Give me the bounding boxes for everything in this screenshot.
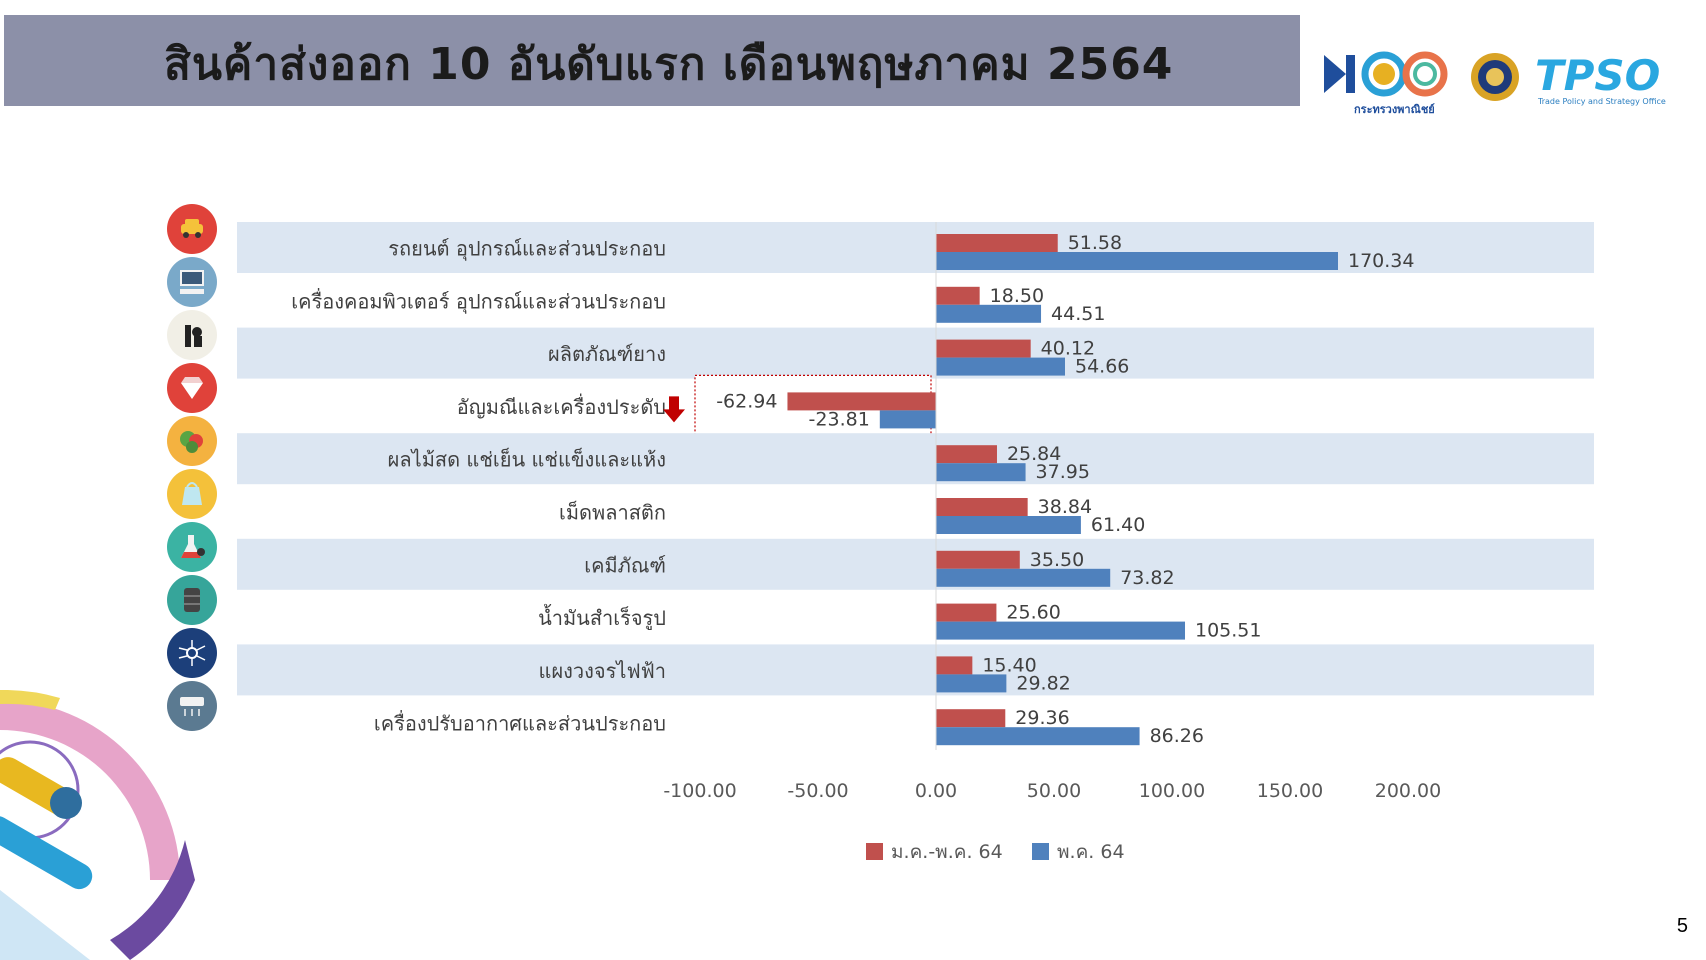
category-label: รถยนต์ อุปกรณ์และส่วนประกอบ [388, 237, 666, 262]
tpso-logo-text: TPSO [1535, 51, 1660, 100]
bar [787, 392, 936, 411]
row-band [237, 222, 1594, 273]
tpso-tagline: Trade Policy and Strategy Office [1537, 97, 1666, 106]
data-label: 29.82 [1016, 672, 1070, 694]
data-label: 29.36 [1015, 707, 1069, 729]
legend-label: ม.ค.-พ.ค. 64 [891, 841, 1003, 863]
down-arrow-icon [663, 396, 685, 423]
logo-area: กระทรวงพาณิชย์ TPSO Trade Policy and Str… [1324, 51, 1666, 116]
bar [936, 550, 1020, 569]
data-label: 170.34 [1348, 250, 1414, 272]
vegetable-icon [167, 416, 217, 466]
data-label: 35.50 [1030, 549, 1084, 571]
bar [936, 463, 1026, 482]
category-label: อัญมณีและเครื่องประดับ [457, 393, 666, 419]
computer-icon [167, 257, 217, 307]
page-title: สินค้าส่งออก 10 อันดับแรก เดือนพฤษภาคม 2… [164, 39, 1174, 90]
row-band [237, 433, 1594, 485]
category-label: แผงวงจรไฟฟ้า [539, 659, 666, 683]
bar [936, 445, 997, 464]
data-label: 44.51 [1051, 303, 1105, 325]
data-label: 86.26 [1150, 725, 1204, 747]
bar [936, 234, 1058, 252]
moc-logo-text: กระทรวงพาณิชย์ [1354, 103, 1435, 116]
plastic-bag-icon [167, 469, 217, 519]
bar [936, 252, 1339, 270]
bar [936, 727, 1140, 746]
bar [936, 709, 1006, 728]
data-label: 40.12 [1041, 338, 1095, 360]
oil-barrel-icon [167, 575, 217, 625]
data-label: 38.84 [1038, 496, 1092, 518]
row-band [237, 327, 1594, 379]
moc-100-logo: กระทรวงพาณิชย์ [1324, 51, 1448, 116]
data-label: -62.94 [716, 390, 777, 412]
rubber-product-icon [167, 310, 217, 360]
circuit-icon [167, 628, 217, 678]
data-label: 18.50 [990, 285, 1044, 307]
air-conditioner-icon [167, 681, 217, 731]
chemical-flask-icon [167, 522, 217, 572]
category-label: ผลไม้สด แช่เย็น แช่แข็งและแห้ง [388, 447, 666, 472]
legend-label: พ.ค. 64 [1057, 841, 1125, 863]
data-label: 73.82 [1120, 567, 1174, 589]
category-label: เม็ดพลาสติก [559, 500, 666, 525]
x-tick-label: 0.00 [915, 780, 957, 802]
category-label: น้ำมันสำเร็จรูป [538, 604, 666, 631]
bar [936, 339, 1031, 358]
bar [936, 674, 1007, 693]
bar [936, 621, 1186, 640]
data-label: 25.84 [1007, 443, 1061, 465]
page-number: 5 [1676, 915, 1688, 937]
bar [936, 304, 1042, 323]
data-label: -23.81 [809, 408, 870, 430]
x-tick-label: 150.00 [1257, 780, 1323, 802]
bar [936, 286, 980, 305]
x-tick-label: 100.00 [1139, 780, 1205, 802]
tpso-logo: TPSO Trade Policy and Strategy Office [1535, 51, 1666, 106]
category-label: เครื่องคอมพิวเตอร์ อุปกรณ์และส่วนประกอบ [291, 287, 666, 314]
legend-swatch [866, 843, 883, 860]
title-bar: สินค้าส่งออก 10 อันดับแรก เดือนพฤษภาคม 2… [4, 15, 1300, 106]
data-label: 37.95 [1036, 461, 1090, 483]
category-label: เคมีภัณฑ์ [584, 553, 666, 577]
bar [936, 357, 1065, 376]
x-tick-label: 200.00 [1375, 780, 1441, 802]
data-label: 105.51 [1195, 620, 1261, 642]
data-label: 15.40 [982, 654, 1036, 676]
category-label: เครื่องปรับอากาศและส่วนประกอบ [374, 710, 666, 736]
data-label: 54.66 [1075, 356, 1129, 378]
bar [936, 516, 1081, 534]
bar [936, 498, 1028, 516]
x-tick-label: -50.00 [787, 780, 848, 802]
gem-icon [167, 363, 217, 413]
category-label: ผลิตภัณฑ์ยาง [548, 342, 666, 366]
car-icon [167, 204, 217, 254]
bar [936, 568, 1111, 587]
data-label: 61.40 [1091, 514, 1145, 536]
bar [879, 410, 936, 429]
data-label: 25.60 [1006, 602, 1060, 624]
data-label: 51.58 [1068, 232, 1122, 254]
legend-swatch [1032, 843, 1049, 860]
x-tick-label: -100.00 [663, 780, 736, 802]
row-band [237, 644, 1594, 696]
seal-logo [1471, 53, 1519, 101]
decorative-corner [0, 690, 195, 960]
bar [936, 603, 997, 622]
row-band [237, 538, 1594, 590]
x-tick-label: 50.00 [1027, 780, 1081, 802]
bar [936, 656, 973, 675]
